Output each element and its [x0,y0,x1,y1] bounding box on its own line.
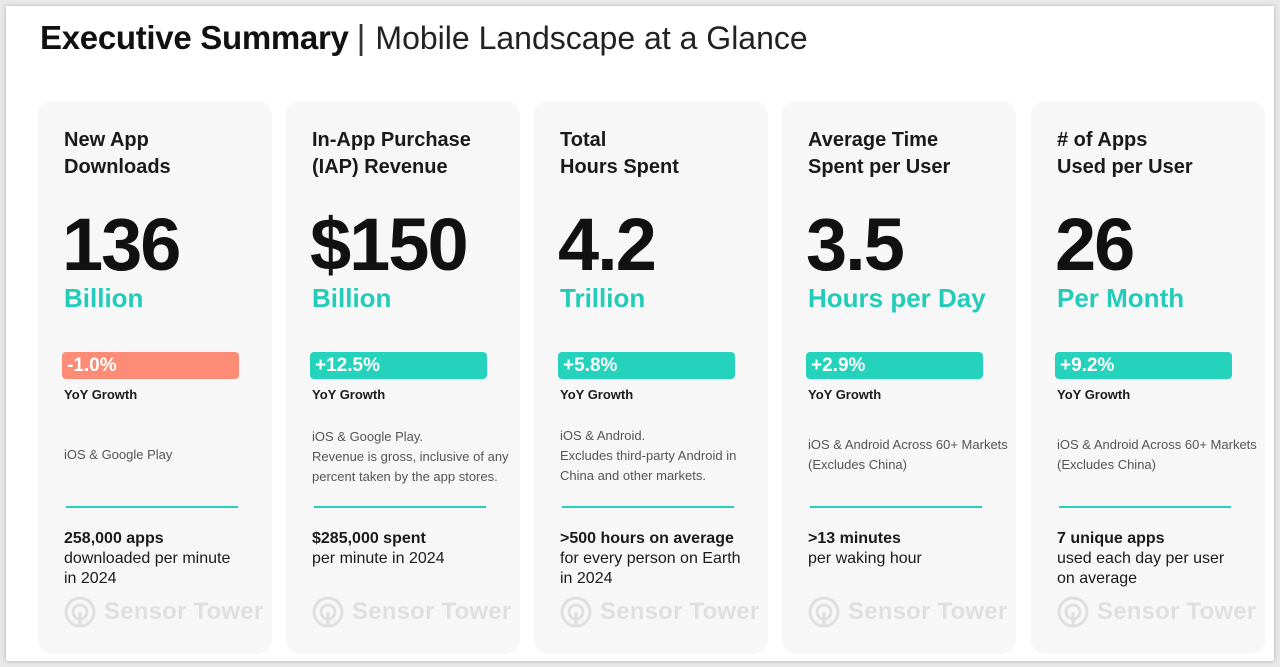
stat-bold: 258,000 apps [64,530,164,547]
watermark-text: Sensor Tower [352,598,512,625]
stat-highlight: 258,000 apps downloaded per minute in 20… [64,529,264,589]
stat-detail: per minute in 2024 [312,550,445,567]
growth-badge: +5.8% [558,352,735,379]
title-subtitle: Mobile Landscape at a Glance [375,19,808,56]
growth-label: YoY Growth [312,387,386,402]
growth-label: YoY Growth [1057,387,1131,402]
sensor-tower-watermark: Sensor Tower [64,596,263,628]
growth-label: YoY Growth [808,387,882,402]
metric-unit: Billion [64,283,144,313]
stat-highlight: >500 hours on average for every person o… [560,529,760,589]
card-iap-revenue: In-App Purchase (IAP) Revenue $150 Billi… [286,101,520,654]
card-average-time-spent: Average Time Spent per User 3.5 Hours pe… [782,101,1016,654]
metric-unit: Hours per Day [808,283,986,313]
metric-value: 3.5 [806,203,905,286]
divider [1059,506,1231,508]
metric-value: 26 [1055,203,1135,286]
stat-bold: $285,000 spent [312,530,426,547]
sensor-tower-watermark: Sensor Tower [312,596,511,628]
title-separator: | [356,18,366,57]
source-note: iOS & Android Across 60+ Markets (Exclud… [808,437,1008,472]
title-bold: Executive Summary [40,19,349,56]
stat-detail: downloaded per minute in 2024 [64,550,231,587]
page-title: Executive Summary | Mobile Landscape at … [40,16,808,60]
divider [562,506,734,508]
divider [810,506,982,508]
sensor-tower-watermark: Sensor Tower [808,596,1007,628]
metric-unit: Trillion [560,283,646,313]
growth-badge: +2.9% [806,352,983,379]
watermark-text: Sensor Tower [848,598,1008,625]
metric-value: 4.2 [558,203,657,286]
watermark-text: Sensor Tower [1097,598,1257,625]
card-title: # of Apps Used per User [1057,129,1193,178]
sensor-tower-logo-icon [808,596,840,628]
metric-unit: Billion [312,283,392,313]
growth-label: YoY Growth [560,387,634,402]
sensor-tower-watermark: Sensor Tower [560,596,759,628]
sensor-tower-watermark: Sensor Tower [1057,596,1256,628]
sensor-tower-logo-icon [64,596,96,628]
card-apps-used-per-user: # of Apps Used per User 26 Per Month +9.… [1031,101,1265,654]
growth-badge: +9.2% [1055,352,1232,379]
metric-value: $150 [310,203,469,286]
source-note: iOS & Google Play. Revenue is gross, inc… [312,429,509,484]
growth-badge: +12.5% [310,352,487,379]
stat-highlight: >13 minutes per waking hour [808,529,1008,569]
metric-value: 136 [62,203,181,286]
stat-detail: for every person on Earth in 2024 [560,550,741,587]
sensor-tower-logo-icon [1057,596,1089,628]
source-note: iOS & Google Play [64,447,173,462]
growth-badge: -1.0% [62,352,239,379]
divider [314,506,486,508]
divider [66,506,238,508]
watermark-text: Sensor Tower [104,598,264,625]
card-total-hours-spent: Total Hours Spent 4.2 Trillion +5.8% YoY… [534,101,768,654]
card-title: In-App Purchase (IAP) Revenue [312,129,471,178]
stat-highlight: $285,000 spent per minute in 2024 [312,529,512,569]
growth-label: YoY Growth [64,387,138,402]
stat-highlight: 7 unique apps used each day per user on … [1057,529,1257,589]
stat-bold: >13 minutes [808,530,901,547]
card-title: Average Time Spent per User [808,129,951,178]
source-note: iOS & Android Across 60+ Markets (Exclud… [1057,437,1257,472]
stat-bold: >500 hours on average [560,530,734,547]
stat-bold: 7 unique apps [1057,530,1165,547]
card-title: New App Downloads [64,129,171,178]
stat-detail: used each day per user on average [1057,550,1225,587]
sensor-tower-logo-icon [312,596,344,628]
sensor-tower-logo-icon [560,596,592,628]
metric-unit: Per Month [1057,283,1185,313]
card-new-app-downloads: New App Downloads 136 Billion -1.0% YoY … [38,101,272,654]
source-note: iOS & Android. Excludes third-party Andr… [560,428,737,483]
slide: Executive Summary | Mobile Landscape at … [6,6,1274,661]
stat-detail: per waking hour [808,550,922,567]
card-title: Total Hours Spent [560,129,679,178]
watermark-text: Sensor Tower [600,598,760,625]
